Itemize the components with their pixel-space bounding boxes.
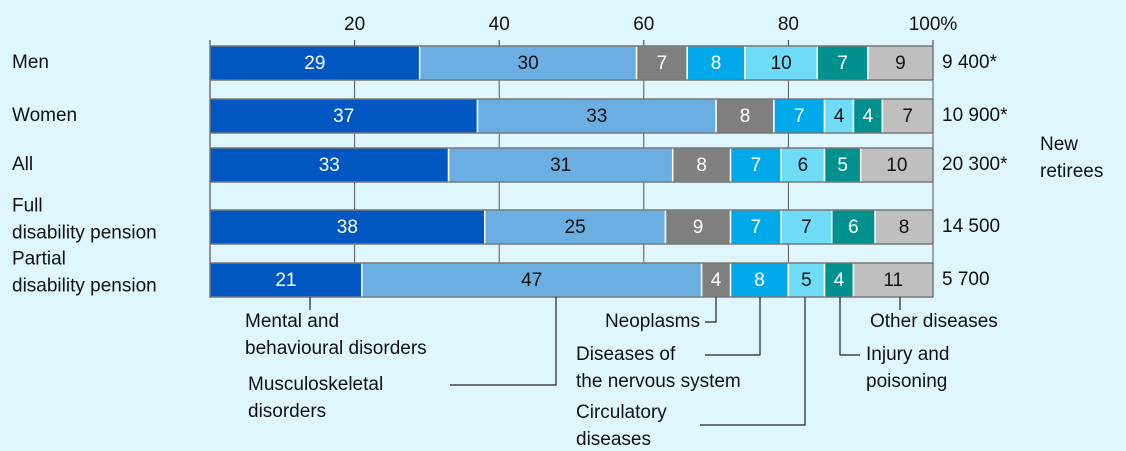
legend-label: Other diseases	[870, 311, 998, 332]
bar-segment	[823, 147, 862, 183]
category-label: Women	[12, 105, 77, 126]
bar-segment	[686, 45, 746, 81]
data-label: 38	[337, 217, 358, 238]
x-tick-label: 40	[489, 14, 510, 35]
data-label: 7	[837, 53, 848, 74]
data-label: 7	[657, 53, 668, 74]
total-label: 20 300*	[942, 154, 1008, 175]
data-label: 11	[883, 270, 903, 291]
data-label: 5	[837, 155, 848, 176]
bar-outline	[209, 262, 934, 298]
data-label: 9	[693, 217, 704, 238]
category-label: Men	[12, 52, 49, 73]
data-label: 33	[319, 155, 340, 176]
bar-segment	[823, 262, 855, 298]
total-label: 14 500	[942, 216, 1000, 237]
total-label: 10 900*	[942, 105, 1008, 126]
data-label: 4	[711, 270, 722, 291]
leader-line	[705, 297, 717, 323]
bar-segment	[816, 45, 869, 81]
data-label: 30	[518, 53, 539, 74]
data-label: 33	[586, 106, 607, 127]
bar-outline	[209, 98, 934, 134]
data-label: 8	[899, 217, 910, 238]
data-label: 4	[863, 106, 874, 127]
data-label: 8	[754, 270, 765, 291]
data-label: 21	[275, 270, 296, 291]
data-label: 31	[550, 155, 571, 176]
data-label: 4	[834, 270, 845, 291]
data-label: 8	[696, 155, 707, 176]
leader-line	[839, 297, 860, 356]
data-label: 25	[565, 217, 586, 238]
data-label: 37	[333, 106, 354, 127]
total-label: 9 400*	[942, 52, 998, 73]
total-label: 5 700	[942, 269, 990, 290]
data-label: 4	[834, 106, 845, 127]
data-label: 10	[771, 53, 792, 74]
leader-line	[705, 297, 761, 356]
category-label: Partial disability pension	[12, 249, 157, 297]
data-label: 7	[751, 217, 762, 238]
data-label: 8	[740, 106, 751, 127]
data-label: 5	[801, 270, 812, 291]
data-label: 6	[848, 217, 859, 238]
bar-segment	[418, 45, 638, 81]
data-label: 10	[886, 155, 907, 176]
x-tick-label: 100%	[909, 14, 958, 35]
bar-outline	[209, 45, 934, 81]
x-tick-label: 80	[778, 14, 799, 35]
legend-label: Neoplasms	[605, 311, 700, 332]
leader-line	[700, 297, 806, 426]
data-label: 8	[711, 53, 722, 74]
bar-segment	[787, 262, 826, 298]
data-label: 9	[895, 53, 906, 74]
legend-label: Injury and poisoning	[866, 344, 949, 392]
data-label: 7	[794, 106, 805, 127]
annotation: New retirees	[1040, 134, 1103, 182]
data-label: 6	[798, 155, 809, 176]
legend-label: Mental and behavioural disorders	[245, 311, 427, 359]
x-tick-label: 20	[344, 14, 365, 35]
data-label: 29	[304, 53, 325, 74]
category-label: All	[12, 154, 33, 175]
legend-label: Circulatory diseases	[576, 402, 667, 450]
category-label: Full disability pension	[12, 196, 157, 244]
x-tick-label: 60	[633, 14, 654, 35]
data-label: 7	[902, 106, 913, 127]
data-label: 47	[521, 270, 542, 291]
data-label: 7	[801, 217, 812, 238]
bar-outline	[209, 147, 934, 183]
data-label: 7	[751, 155, 762, 176]
legend-label: Diseases of the nervous system	[576, 344, 741, 392]
bar-outline	[209, 209, 934, 245]
leader-line	[450, 297, 557, 386]
legend-label: Musculoskeletal disorders	[248, 374, 383, 422]
